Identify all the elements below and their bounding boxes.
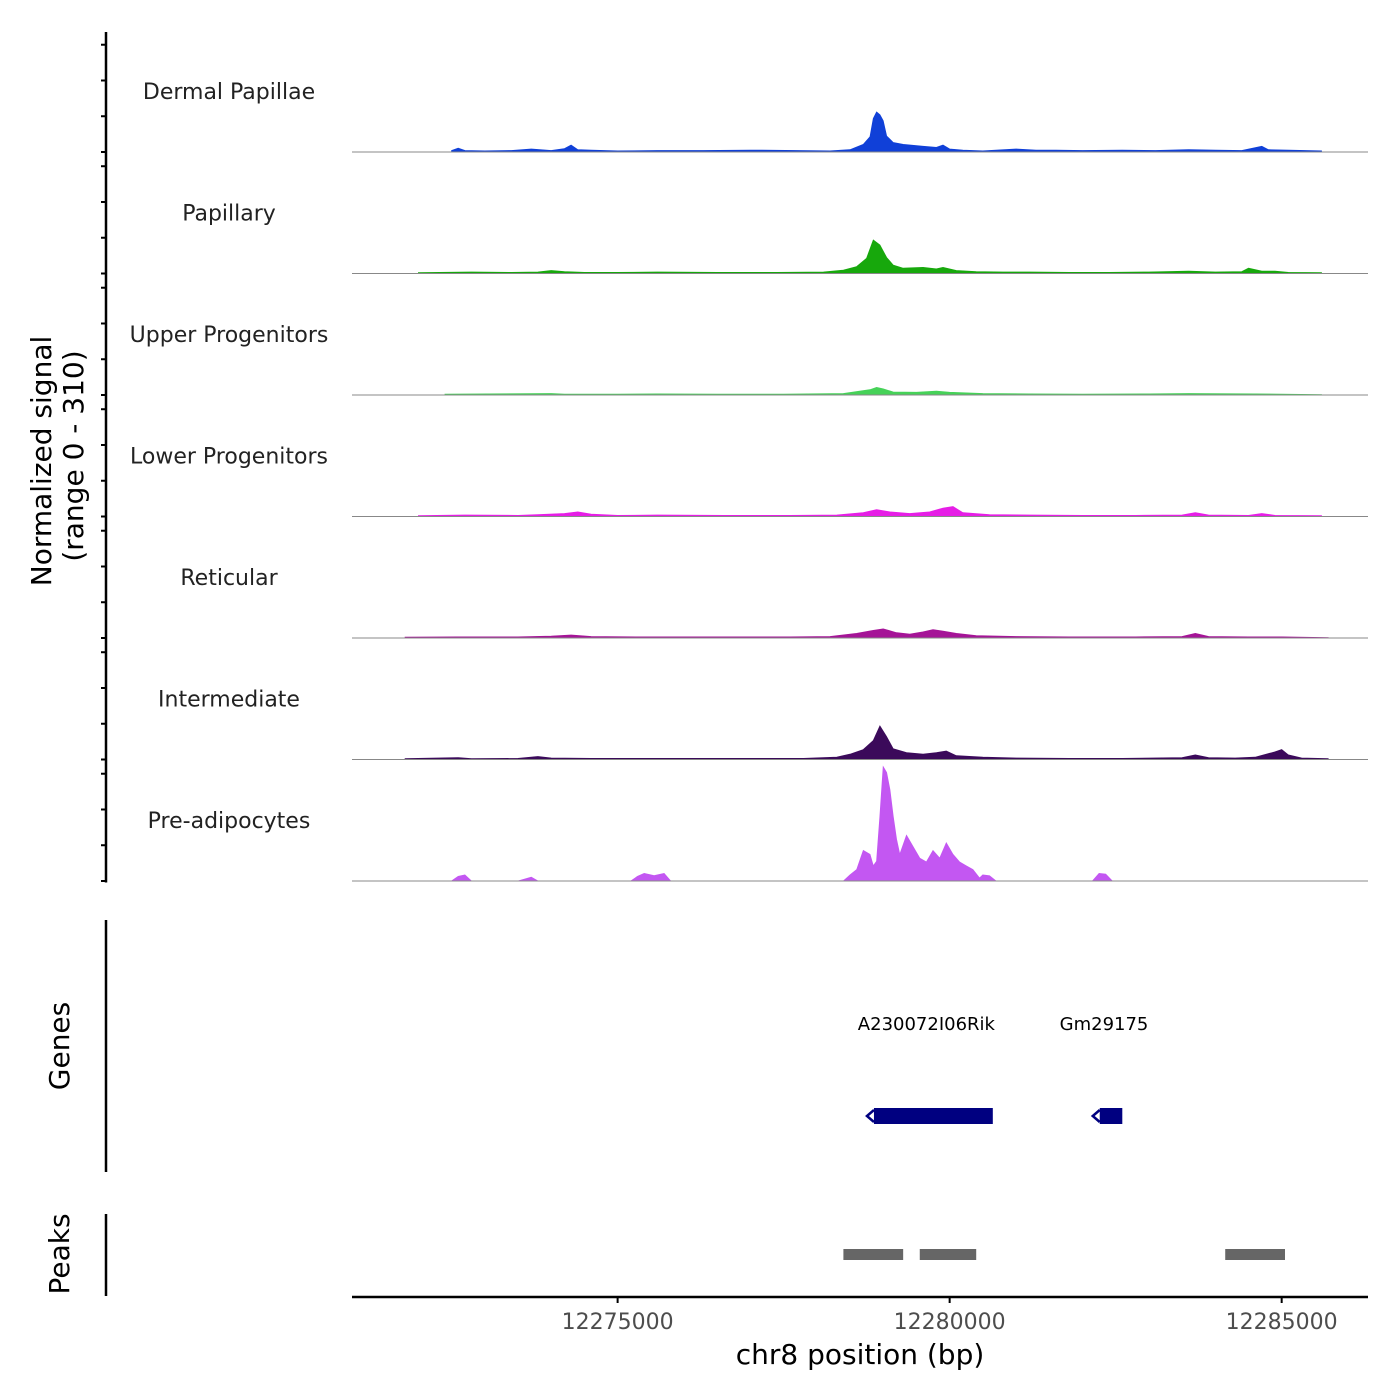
gene-strand-arrow-2 [1090,1109,1101,1123]
coverage-area-2 [418,239,1322,274]
track-label-3: Upper Progenitors [130,323,329,348]
gene-body-2 [1099,1108,1123,1124]
coverage-area-3 [444,386,1322,396]
coverage-area-5 [404,628,1329,639]
gene-label-2: Gm29175 [1060,1014,1149,1035]
coverage-area-6 [404,725,1329,760]
peak-2 [919,1249,977,1260]
track-label-4: Lower Progenitors [130,445,328,470]
peak-track [843,1249,1285,1260]
peak-1 [843,1249,904,1260]
coverage-area-7 [450,765,1114,882]
axes: 12275000 12280000 12285000 [101,32,1368,1335]
coverage-area-4 [418,506,1322,517]
genes-panel-label: Genes [43,1002,76,1090]
gene-body-1 [873,1108,993,1124]
x-tick-label-2: 12280000 [894,1310,1006,1335]
track-label-7: Pre-adipocytes [148,809,311,834]
y-axis-title-line1: Normalized signal [25,336,58,587]
track-label-6: Intermediate [158,688,300,713]
gene-track: A230072I06Rik Gm29175 [858,1014,1149,1124]
track-label-2: Papillary [182,202,276,227]
track-label-5: Reticular [180,566,278,591]
y-axis-title-line2: (range 0 - 310) [57,350,90,561]
peaks-panel-label: Peaks [43,1213,76,1294]
coverage-area-1 [451,111,1322,153]
coverage-tracks: Dermal Papillae Papillary Upper Progenitor… [130,80,1368,882]
peak-3 [1225,1249,1285,1260]
x-tick-label-3: 12285000 [1226,1310,1338,1335]
track-label-1: Dermal Papillae [143,80,315,105]
x-tick-label-1: 12275000 [562,1310,674,1335]
gene-strand-arrow-1 [865,1109,875,1123]
gene-label-1: A230072I06Rik [858,1014,996,1035]
x-axis-title: chr8 position (bp) [736,1338,985,1371]
